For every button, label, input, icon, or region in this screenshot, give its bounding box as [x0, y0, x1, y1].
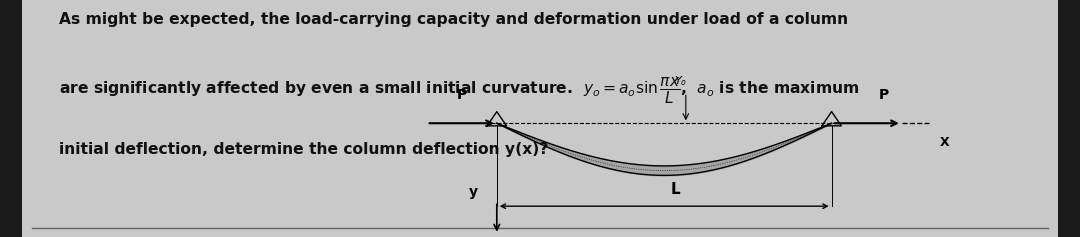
Text: L: L	[671, 182, 679, 197]
Text: y: y	[469, 185, 477, 199]
Text: As might be expected, the load-carrying capacity and deformation under load of a: As might be expected, the load-carrying …	[59, 12, 849, 27]
Text: P: P	[878, 88, 889, 102]
Text: P: P	[457, 88, 468, 102]
Text: $Y_o$: $Y_o$	[674, 74, 687, 88]
FancyBboxPatch shape	[22, 0, 1058, 237]
Text: are significantly affected by even a small initial curvature.  $y_o = a_o \sin\d: are significantly affected by even a sma…	[59, 76, 860, 106]
Text: X: X	[941, 136, 949, 149]
Text: initial deflection, determine the column deflection y(x)?: initial deflection, determine the column…	[59, 142, 549, 157]
